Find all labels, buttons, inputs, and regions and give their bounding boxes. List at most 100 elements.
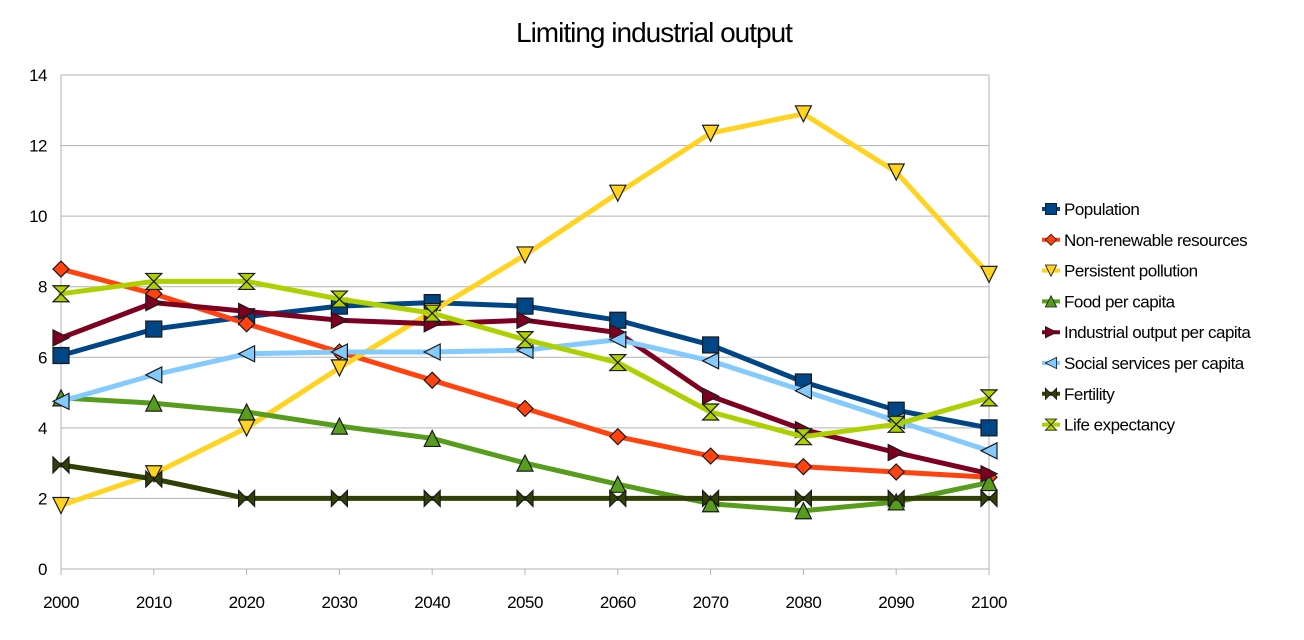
- y-tick-label: 0: [38, 560, 47, 579]
- data-point-population: [516, 297, 534, 315]
- data-point-non-renewable-resources: [887, 463, 906, 481]
- data-point-persistent-pollution: [701, 124, 720, 143]
- x-tick-label: 2010: [136, 593, 172, 612]
- data-point-non-renewable-resources: [237, 314, 256, 333]
- chart-title: Limiting industrial output: [516, 17, 793, 48]
- legend-label: Industrial output per capita: [1064, 323, 1251, 342]
- data-point-population: [145, 320, 163, 338]
- data-point-population: [701, 336, 720, 354]
- data-point-social-services-per-capita: [701, 351, 720, 370]
- legend-entry-fertility: Fertility: [1042, 385, 1116, 404]
- data-point-life-expectancy: [979, 389, 999, 407]
- data-point-life-expectancy: [422, 304, 442, 322]
- legend-marker: [1044, 356, 1058, 370]
- data-point-fertility: [701, 488, 720, 508]
- data-point-fertility: [52, 455, 70, 475]
- x-tick-label: 2080: [785, 593, 821, 612]
- data-point-non-renewable-resources: [701, 447, 720, 465]
- axes: 0 2 4 6 8 10 12 14 2000 2010 2020 2030 2040 2050 2060 2…: [29, 66, 1007, 612]
- legend-entry-industrial-output-per-capita: Industrial output per capita: [1042, 323, 1252, 342]
- data-point-fertility: [145, 469, 163, 489]
- data-point-industrial-output-per-capita: [238, 302, 256, 321]
- data-point-life-expectancy: [237, 272, 257, 291]
- legend-entry-non-renewable-resources: Non-renewable resources: [1042, 231, 1248, 250]
- data-point-social-services-per-capita: [51, 392, 70, 411]
- data-point-non-renewable-resources: [423, 371, 442, 390]
- data-point-food-per-capita: [423, 429, 442, 448]
- data-point-persistent-pollution: [330, 359, 349, 378]
- legend-label: Non-renewable resources: [1064, 231, 1247, 250]
- legend-marker: [1044, 233, 1058, 246]
- data-point-non-renewable-resources: [52, 260, 70, 278]
- legend-label: Social services per capita: [1064, 354, 1245, 373]
- x-tick-label: 2100: [971, 593, 1007, 612]
- legend-entry-persistent-pollution: Persistent pollution: [1042, 262, 1198, 281]
- legend-label: Population: [1064, 200, 1139, 219]
- legend-label: Food per capita: [1064, 292, 1176, 311]
- y-tick-label: 2: [38, 489, 47, 508]
- data-point-life-expectancy: [144, 272, 164, 291]
- data-point-food-per-capita: [980, 473, 998, 492]
- data-point-fertility: [238, 488, 256, 508]
- legend-entry-food-per-capita: Food per capita: [1042, 292, 1176, 311]
- data-point-social-services-per-capita: [422, 343, 441, 361]
- y-tick-label: 14: [29, 66, 47, 85]
- data-point-fertility: [980, 488, 998, 508]
- y-tick-label: 10: [29, 207, 47, 226]
- data-point-industrial-output-per-capita: [330, 311, 349, 330]
- legend-label: Life expectancy: [1064, 416, 1176, 435]
- y-tick-label: 6: [38, 348, 47, 367]
- data-point-non-renewable-resources: [608, 427, 627, 446]
- data-point-food-per-capita: [144, 393, 163, 412]
- x-tick-label: 2070: [693, 593, 729, 612]
- data-point-social-services-per-capita: [330, 343, 348, 361]
- data-point-industrial-output-per-capita: [887, 443, 906, 462]
- series-layer: [51, 105, 999, 520]
- data-point-persistent-pollution: [516, 246, 534, 265]
- data-point-persistent-pollution: [794, 105, 813, 124]
- series-life-expectancy: [51, 272, 999, 446]
- x-tick-label: 2050: [507, 593, 543, 612]
- data-point-persistent-pollution: [144, 465, 163, 484]
- data-point-social-services-per-capita: [794, 381, 813, 400]
- data-point-life-expectancy: [329, 290, 349, 308]
- legend-marker: [1044, 387, 1058, 401]
- data-point-social-services-per-capita: [608, 330, 627, 349]
- y-tick-label: 12: [29, 137, 47, 156]
- x-tick-label: 2020: [229, 593, 265, 612]
- data-point-food-per-capita: [794, 501, 813, 520]
- data-point-population: [980, 419, 998, 437]
- x-tick-label: 2030: [321, 593, 357, 612]
- data-point-fertility: [516, 488, 534, 508]
- data-point-life-expectancy: [793, 428, 813, 446]
- x-tick-label: 2000: [43, 593, 79, 612]
- data-point-fertility: [330, 488, 348, 508]
- data-point-persistent-pollution: [980, 265, 998, 284]
- legend-marker: [1044, 294, 1058, 308]
- data-point-life-expectancy: [515, 331, 535, 349]
- y-tick-label: 4: [38, 419, 47, 438]
- data-point-food-per-capita: [516, 453, 534, 472]
- data-point-fertility: [609, 488, 627, 508]
- data-point-industrial-output-per-capita: [980, 464, 999, 483]
- legend: Population Non-renewable resources Persist…: [1042, 200, 1252, 435]
- legend-marker: [1044, 325, 1058, 339]
- legend-marker: [1044, 202, 1058, 216]
- data-point-industrial-output-per-capita: [52, 328, 71, 347]
- data-point-non-renewable-resources: [516, 399, 534, 418]
- data-point-social-services-per-capita: [144, 365, 163, 384]
- legend-marker: [1044, 418, 1058, 431]
- data-point-life-expectancy: [608, 353, 628, 372]
- data-point-social-services-per-capita: [237, 344, 256, 363]
- data-point-industrial-output-per-capita: [516, 311, 535, 330]
- legend-marker: [1044, 264, 1058, 278]
- data-point-food-per-capita: [608, 474, 627, 493]
- legend-entry-population: Population: [1042, 200, 1140, 219]
- data-point-life-expectancy: [701, 403, 721, 421]
- x-tick-label: 2040: [414, 593, 450, 612]
- legend-entry-social-services-per-capita: Social services per capita: [1042, 354, 1245, 373]
- data-point-industrial-output-per-capita: [145, 293, 164, 312]
- y-tick-label: 8: [38, 278, 47, 297]
- x-tick-label: 2090: [878, 593, 914, 612]
